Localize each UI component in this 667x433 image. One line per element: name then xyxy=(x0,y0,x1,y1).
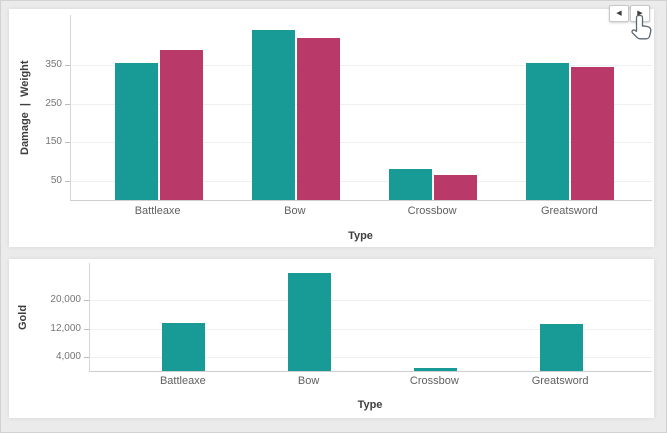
category-label: Battleaxe xyxy=(159,375,206,387)
axis-tick xyxy=(65,180,70,182)
bar-weight-greatsword[interactable] xyxy=(571,67,615,200)
category-label: Greatsword xyxy=(531,375,589,387)
gold-visual-card: Gold 4,000 12,000 20,000 Battleaxe Bow Crossbo… xyxy=(9,259,654,418)
axis-tick xyxy=(65,65,70,67)
gridline xyxy=(90,356,652,358)
bar-damage-battleaxe[interactable] xyxy=(114,63,158,200)
bar-gold-bow[interactable] xyxy=(288,272,332,371)
y-tick-label: 350 xyxy=(45,59,62,71)
x-axis-title: Type xyxy=(357,399,383,411)
y-tick-label: 12,000 xyxy=(50,322,81,334)
category-label: Bow xyxy=(297,375,320,387)
y-tick-label: 150 xyxy=(45,136,62,148)
left-arrow-icon: ◀ xyxy=(616,9,622,17)
x-axis-title: Type xyxy=(348,230,373,242)
bar-damage-greatsword[interactable] xyxy=(526,63,570,200)
gridline xyxy=(90,328,652,330)
bar-group-bow xyxy=(227,15,364,200)
y-tick-label: 4,000 xyxy=(55,350,81,362)
bar-damage-bow[interactable] xyxy=(251,30,295,200)
plot-area xyxy=(84,263,652,372)
bar-group-greatsword xyxy=(502,15,639,200)
bars-row xyxy=(90,263,652,371)
axis-tick xyxy=(65,103,70,105)
gridline xyxy=(71,180,652,182)
category-label: Greatsword xyxy=(540,205,598,217)
bar-group-crossbow xyxy=(373,263,499,371)
gridline xyxy=(71,103,652,105)
y-tick-label: 50 xyxy=(50,174,62,186)
bar-gold-greatsword[interactable] xyxy=(539,323,583,371)
category-label: Crossbow xyxy=(407,205,457,217)
axis-tick xyxy=(65,142,70,144)
category-label: Bow xyxy=(284,205,306,217)
category-label: Battleaxe xyxy=(134,205,181,217)
axis-tick xyxy=(84,356,89,358)
category-labels: Battleaxe Bow Crossbow Greatsword xyxy=(70,205,651,217)
category-labels: Battleaxe Bow Crossbow Greatsword xyxy=(89,375,651,387)
bar-group-crossbow xyxy=(365,15,502,200)
previous-page-button[interactable]: ◀ xyxy=(609,5,629,22)
bars-row xyxy=(71,15,652,200)
gridline xyxy=(90,300,652,302)
axis-tick xyxy=(84,328,89,330)
gridline xyxy=(71,142,652,144)
y-tick-label: 250 xyxy=(45,97,62,109)
bar-group-battleaxe xyxy=(121,263,247,371)
bar-group-bow xyxy=(247,263,373,371)
next-page-button[interactable]: ▶ xyxy=(630,5,650,22)
gridline xyxy=(71,65,652,67)
bar-weight-bow[interactable] xyxy=(296,38,340,200)
plot-area xyxy=(65,15,652,201)
bar-weight-crossbow[interactable] xyxy=(434,174,478,200)
bar-weight-battleaxe[interactable] xyxy=(159,49,203,200)
bar-group-battleaxe xyxy=(90,15,227,200)
damage-weight-visual-card: Damage | Weight 50 150 250 350 Battleaxe Bow Cr… xyxy=(9,9,654,247)
right-arrow-icon: ▶ xyxy=(637,9,643,17)
y-tick-label: 20,000 xyxy=(50,294,81,306)
damage-weight-bar-chart[interactable]: Damage | Weight 50 150 250 350 Battleaxe Bow Cr… xyxy=(9,9,654,247)
category-label: Crossbow xyxy=(409,375,459,387)
bar-group-greatsword xyxy=(498,263,624,371)
gold-bar-chart[interactable]: Gold 4,000 12,000 20,000 Battleaxe Bow Crossbo… xyxy=(9,259,654,418)
bar-damage-crossbow[interactable] xyxy=(389,169,433,200)
bar-gold-crossbow[interactable] xyxy=(413,367,457,371)
axis-tick xyxy=(84,300,89,302)
bar-gold-battleaxe[interactable] xyxy=(162,322,206,371)
